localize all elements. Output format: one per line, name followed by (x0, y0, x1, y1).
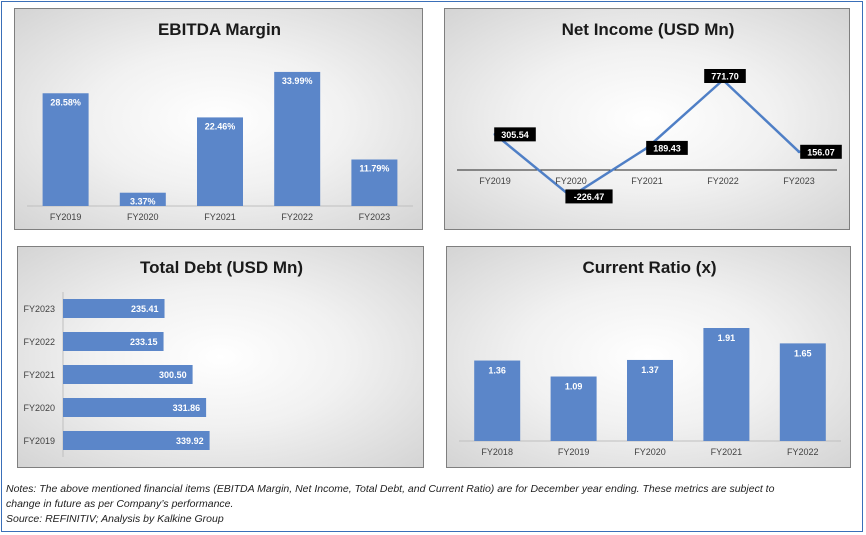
x-tick-label: FY2023 (359, 212, 391, 222)
data-label: 28.58% (50, 97, 81, 107)
total-debt-plot: Total Debt (USD Mn) 235.41 FY2023 233.15 FY2… (23, 258, 303, 457)
bar-fy2019 (550, 376, 597, 441)
x-tick-label: FY2021 (631, 176, 663, 186)
total-debt-chart: Total Debt (USD Mn) 235.41 FY2023 233.15 FY2… (17, 246, 424, 468)
data-label-box (494, 127, 536, 142)
bar-fy2018 (474, 360, 521, 441)
ebitda-margin-chart: EBITDA Margin 28.58% FY2019 3.37% FY2020 22.4… (14, 8, 423, 230)
data-label-box (704, 69, 746, 83)
data-label: 1.09 (565, 382, 583, 392)
data-label: 33.99% (282, 76, 313, 86)
data-label: -226.47 (574, 192, 605, 202)
data-label: 771.70 (711, 72, 739, 82)
y-tick-label: FY2019 (23, 436, 55, 446)
net-income-plot: Net Income (USD Mn) 305.54 FY2019 -226.47 FY… (457, 20, 842, 204)
net-income-chart: Net Income (USD Mn) 305.54 FY2019 -226.47 FY… (444, 8, 850, 230)
chart-title: EBITDA Margin (158, 20, 281, 39)
source-line: Source: REFINITIV; Analysis by Kalkine G… (6, 513, 224, 525)
x-tick-label: FY2019 (558, 447, 590, 457)
data-label: 11.79% (359, 163, 389, 173)
x-tick-label: FY2023 (783, 176, 815, 186)
data-label: 156.07 (807, 147, 835, 157)
current-ratio-chart: Current Ratio (x) 1.36 FY2018 1.09 FY2019 1.3… (446, 246, 851, 468)
data-label: 339.92 (176, 436, 204, 446)
data-label: 305.54 (501, 130, 529, 140)
data-label: 1.65 (794, 348, 812, 358)
x-tick-label: FY2020 (555, 176, 587, 186)
y-tick-label: FY2020 (23, 403, 55, 413)
bar-fy2022 (779, 343, 826, 441)
notes-line-2: change in future as per Company’s perfor… (6, 498, 234, 510)
data-label: 235.41 (131, 304, 159, 314)
bar-fy2021 (703, 328, 750, 441)
bar-fy2021 (63, 365, 193, 384)
bar-fy2020 (627, 359, 673, 441)
bar-fy2021 (197, 117, 243, 206)
x-tick-label: FY2020 (634, 447, 666, 457)
data-label: 300.50 (159, 370, 187, 380)
chart-title: Total Debt (USD Mn) (140, 258, 303, 277)
notes-block: Notes: The above mentioned financial ite… (6, 482, 856, 527)
data-label: 233.15 (130, 337, 158, 347)
notes-line-1: Notes: The above mentioned financial ite… (6, 483, 775, 495)
x-tick-label: FY2018 (481, 447, 513, 457)
data-label: 22.46% (205, 121, 236, 131)
ebitda-margin-plot: EBITDA Margin 28.58% FY2019 3.37% FY2020 22.4… (27, 20, 413, 222)
chart-title: Net Income (USD Mn) (562, 20, 735, 39)
data-label-box (565, 189, 613, 204)
bar-fy2020 (63, 398, 207, 417)
bar-fy2023 (351, 159, 398, 206)
data-label: 1.37 (641, 365, 659, 375)
current-ratio-plot: Current Ratio (x) 1.36 FY2018 1.09 FY2019 1.3… (459, 258, 841, 457)
data-label: 1.91 (718, 333, 736, 343)
data-label-box (800, 144, 842, 159)
data-label: 3.37% (130, 197, 156, 207)
bar-fy2023 (63, 299, 165, 318)
x-tick-label: FY2019 (50, 212, 82, 222)
x-tick-label: FY2021 (711, 447, 743, 457)
y-tick-label: FY2021 (23, 370, 55, 380)
bar-fy2020 (119, 192, 166, 206)
bar-fy2022 (274, 71, 321, 206)
bar-fy2022 (63, 332, 164, 351)
x-tick-label: FY2021 (204, 212, 236, 222)
data-label: 189.43 (653, 143, 681, 153)
x-tick-label: FY2022 (707, 176, 739, 186)
chart-title: Current Ratio (x) (582, 258, 716, 277)
bar-fy2019 (63, 431, 210, 450)
x-tick-label: FY2022 (787, 447, 819, 457)
data-point (797, 150, 801, 154)
y-tick-label: FY2022 (23, 337, 55, 347)
x-tick-label: FY2022 (281, 212, 313, 222)
bar-fy2019 (42, 93, 89, 206)
data-label: 1.36 (488, 366, 506, 376)
data-label-box (646, 140, 688, 155)
y-tick-label: FY2023 (23, 304, 55, 314)
x-tick-label: FY2019 (479, 176, 511, 186)
x-tick-label: FY2020 (127, 212, 159, 222)
data-label: 331.86 (173, 403, 201, 413)
